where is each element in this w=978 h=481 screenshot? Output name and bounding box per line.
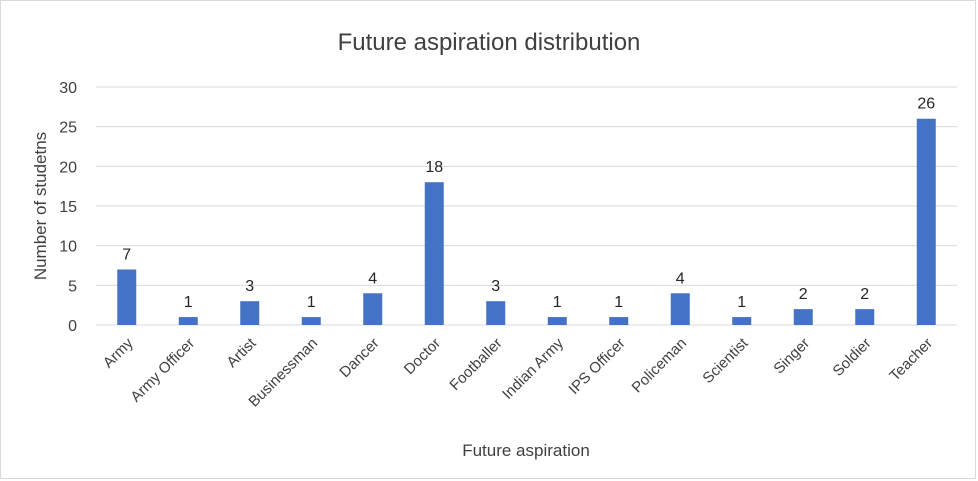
data-label: 26	[917, 96, 935, 113]
bar	[178, 317, 198, 325]
y-tick-label: 15	[59, 199, 77, 216]
x-tick-label: Footballer	[446, 335, 505, 394]
x-tick-label: Teacher	[886, 335, 936, 385]
data-label: 4	[368, 270, 377, 287]
bar	[793, 309, 813, 325]
data-label: 18	[425, 159, 443, 176]
bar	[363, 293, 383, 325]
data-labels: 7 1 3 1 4 18 3 1 1 4 1 2 2 26	[122, 96, 935, 311]
bar	[240, 301, 260, 325]
x-tick-label: Army	[100, 334, 137, 371]
data-label: 1	[184, 294, 193, 311]
bar	[855, 309, 875, 325]
y-axis-ticks: 0 5 10 15 20 25 30	[59, 80, 77, 335]
y-tick-label: 30	[59, 80, 77, 97]
chart-title: Future aspiration distribution	[338, 29, 641, 56]
x-tick-label: Soldier	[830, 335, 875, 380]
x-tick-label: IPS Officer	[565, 335, 628, 398]
x-tick-label: Singer	[770, 335, 813, 378]
data-label: 1	[614, 294, 623, 311]
x-tick-label: Doctor	[401, 335, 444, 378]
bar	[486, 301, 506, 325]
data-label: 3	[245, 278, 254, 295]
y-axis-title: Number of studetns	[31, 132, 50, 280]
bar	[547, 317, 567, 325]
data-label: 2	[799, 286, 808, 303]
bar	[916, 118, 936, 325]
data-label: 1	[553, 294, 562, 311]
data-label: 3	[491, 278, 500, 295]
bars	[117, 118, 936, 325]
bar	[670, 293, 690, 325]
y-tick-label: 25	[59, 120, 77, 137]
data-label: 4	[676, 270, 685, 287]
x-tick-label: Scientist	[699, 334, 752, 387]
bar	[117, 269, 137, 325]
x-tick-label: Dancer	[336, 335, 382, 381]
bar	[301, 317, 321, 325]
x-tick-label: Indian Army	[499, 334, 567, 402]
y-tick-label: 0	[68, 318, 77, 335]
y-tick-label: 20	[59, 159, 77, 176]
bar	[609, 317, 629, 325]
data-label: 2	[860, 286, 869, 303]
y-tick-label: 10	[59, 239, 77, 256]
x-tick-label: Army Officer	[127, 335, 198, 406]
x-axis-title: Future aspiration	[462, 441, 590, 460]
data-label: 7	[122, 246, 131, 263]
bar	[424, 182, 444, 325]
bar	[732, 317, 752, 325]
x-tick-label: Policeman	[629, 335, 691, 397]
gridlines	[96, 86, 957, 326]
data-label: 1	[307, 294, 316, 311]
y-tick-label: 5	[68, 278, 77, 295]
data-label: 1	[737, 294, 746, 311]
x-tick-label: Artist	[223, 334, 260, 371]
